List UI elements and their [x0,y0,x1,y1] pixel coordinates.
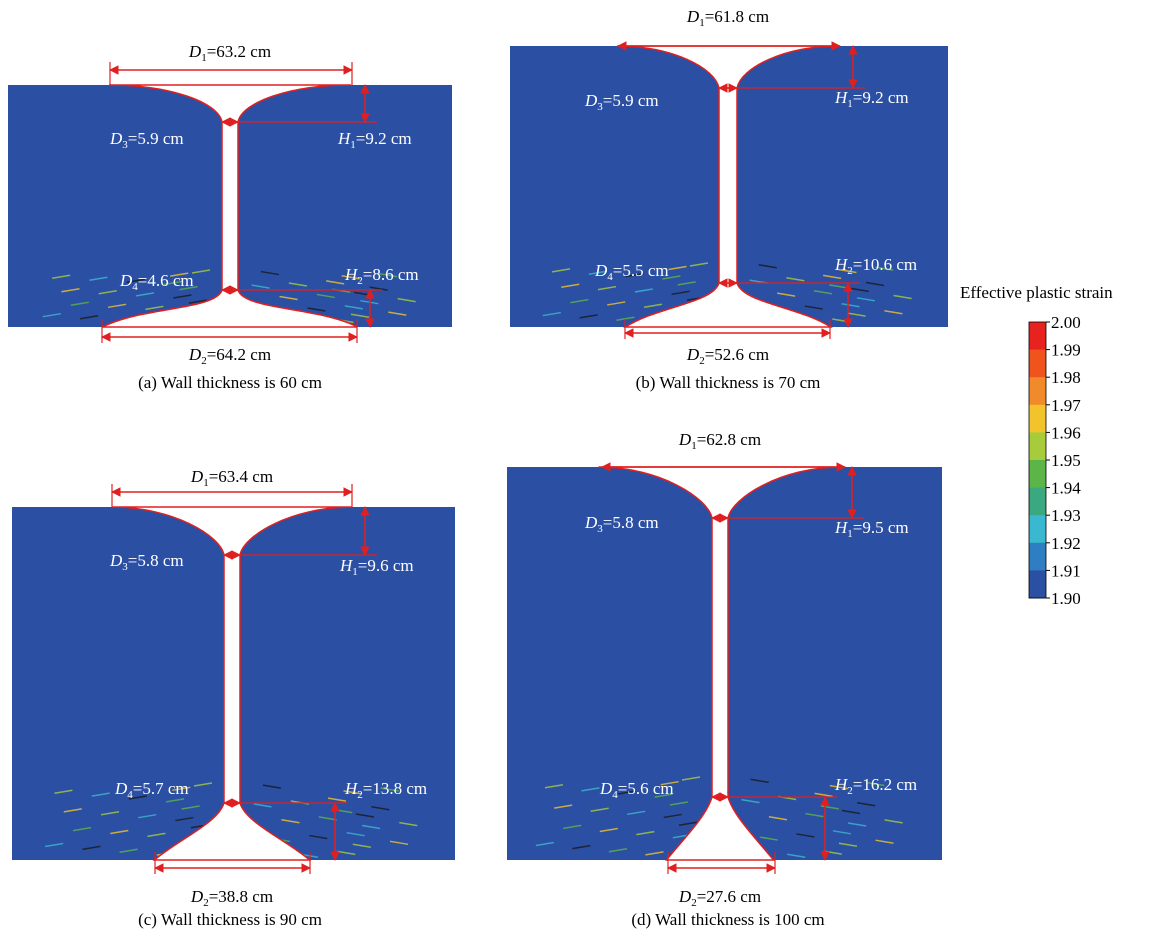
dimension-label: D4=5.5 cm [594,261,669,283]
colorbar-tick-label: 1.99 [1051,341,1081,360]
label-value: =5.7 cm [133,779,189,798]
colorbar-segment [1029,432,1046,460]
dimension-label: D3=5.9 cm [109,129,184,151]
dimension-label: H1=9.5 cm [834,518,909,540]
label-symbol: D [109,551,123,570]
dimension-label: D1=61.8 cm [686,7,769,29]
label-value: =5.9 cm [603,91,659,110]
dimension-label: H2=16.2 cm [834,775,917,797]
label-value: =63.2 cm [207,42,271,61]
colorbar-segment [1029,543,1046,571]
colorbar-segment [1029,322,1046,350]
colorbar-segment [1029,570,1046,598]
label-value: =63.4 cm [209,467,273,486]
label-value: =8.6 cm [363,265,419,284]
label-value: =5.5 cm [613,261,669,280]
label-symbol: D [584,513,598,532]
label-value: =13.8 cm [363,779,427,798]
label-value: =9.2 cm [853,88,909,107]
label-symbol: D [114,779,128,798]
colorbar-tick-label: 1.91 [1051,561,1081,580]
label-symbol: D [190,467,204,486]
colorbar-tick-label: 1.95 [1051,451,1081,470]
dimension-label: D4=5.7 cm [114,779,189,801]
dimension-label: D1=63.4 cm [190,467,273,489]
dimension-label: H1=9.2 cm [337,129,412,151]
panel-caption: (b) Wall thickness is 70 cm [636,373,821,392]
label-value: =5.8 cm [128,551,184,570]
dimension-label: D3=5.9 cm [584,91,659,113]
colorbar-segment [1029,350,1046,378]
dimension-label: D2=64.2 cm [188,345,271,367]
dimension-label: D4=5.6 cm [599,779,674,801]
colorbar-segment [1029,488,1046,516]
label-symbol: D [678,430,692,449]
colorbar-tick-label: 1.96 [1051,423,1081,442]
label-symbol: D [686,345,700,364]
label-symbol: D [109,129,123,148]
label-value: =5.9 cm [128,129,184,148]
label-symbol: D [119,271,133,290]
panel-caption: (d) Wall thickness is 100 cm [631,910,824,929]
dimension-label: D3=5.8 cm [584,513,659,535]
panel-caption: (a) Wall thickness is 60 cm [138,373,322,392]
label-symbol: D [190,887,204,906]
label-value: =5.8 cm [603,513,659,532]
label-value: =4.6 cm [138,271,194,290]
label-value: =62.8 cm [697,430,761,449]
label-value: =27.6 cm [697,887,761,906]
colorbar-segment [1029,377,1046,405]
figure: Effective plastic strain D1=63.2 cm D3=5.… [0,0,1162,941]
label-value: =9.2 cm [356,129,412,148]
colorbar-segment [1029,515,1046,543]
dimension-label: D2=27.6 cm [678,887,761,909]
dimension-label: H2=13.8 cm [344,779,427,801]
dimension-label: D3=5.8 cm [109,551,184,573]
colorbar-tick-label: 1.93 [1051,506,1081,525]
colorbar-segment [1029,405,1046,433]
label-value: =10.6 cm [853,255,917,274]
colorbar-tick-label: 1.98 [1051,368,1081,387]
label-value: =9.5 cm [853,518,909,537]
label-value: =9.6 cm [358,556,414,575]
dimension-label: H1=9.6 cm [339,556,414,578]
label-symbol: D [594,261,608,280]
dimension-label: D2=52.6 cm [686,345,769,367]
colorbar-tick-label: 2.00 [1051,313,1081,332]
colorbar-tick-label: 1.94 [1051,479,1081,498]
colorbar-title: Effective plastic strain [960,283,1113,302]
label-symbol: D [599,779,613,798]
dimension-label: D1=63.2 cm [188,42,271,64]
colorbar-segment [1029,460,1046,488]
label-value: =64.2 cm [207,345,271,364]
dimension-label: D2=38.8 cm [190,887,273,909]
colorbar-tick-label: 1.97 [1051,396,1081,415]
label-value: =5.6 cm [618,779,674,798]
dimension-label: H2=10.6 cm [834,255,917,277]
label-value: =61.8 cm [705,7,769,26]
dimension-label: H2=8.6 cm [344,265,419,287]
panel-caption: (c) Wall thickness is 90 cm [138,910,322,929]
colorbar-tick-label: 1.90 [1051,589,1081,608]
dimension-label: D1=62.8 cm [678,430,761,452]
dimension-label: D4=4.6 cm [119,271,194,293]
label-symbol: D [188,345,202,364]
label-symbol: D [584,91,598,110]
label-symbol: D [678,887,692,906]
label-value: =38.8 cm [209,887,273,906]
label-symbol: D [188,42,202,61]
colorbar-tick-label: 1.92 [1051,534,1081,553]
dimension-label: H1=9.2 cm [834,88,909,110]
label-symbol: D [686,7,700,26]
label-value: =16.2 cm [853,775,917,794]
label-value: =52.6 cm [705,345,769,364]
